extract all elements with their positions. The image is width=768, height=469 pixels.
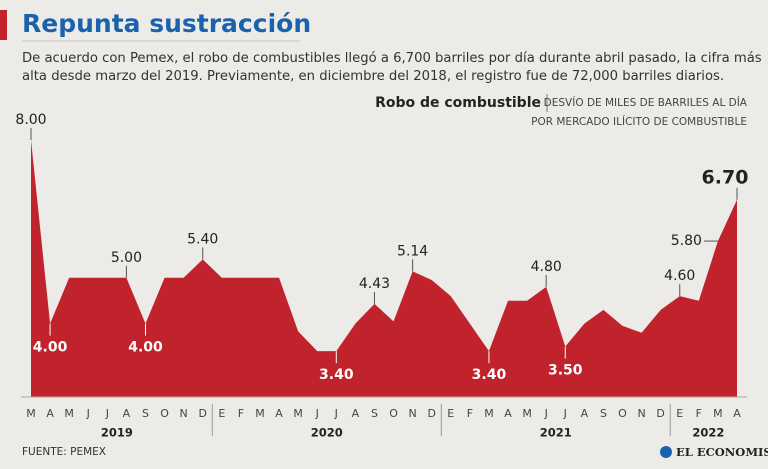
x-tick-label: N [180,407,188,420]
chart-title: Robo de combustible [375,95,541,111]
x-tick-label: M [255,407,265,420]
x-tick-label: J [86,407,90,420]
x-tick-label: E [447,407,454,420]
source: FUENTE: PEMEX [22,446,106,458]
x-tick-label: E [676,407,683,420]
value-label: 8.00 [15,112,46,128]
value-label: 4.43 [359,276,390,292]
x-tick-label: J [544,407,548,420]
year-label: 2021 [540,426,572,440]
year-label: 2019 [101,426,133,440]
x-tick-label: J [563,407,567,420]
x-tick-label: N [637,407,645,420]
value-label: 4.00 [33,340,68,356]
x-tick-label: A [581,407,589,420]
x-tick-label: J [315,407,319,420]
value-label: 3.40 [319,367,354,383]
x-tick-label: F [467,407,473,420]
x-tick-label: A [733,407,741,420]
page-title: Repunta sustracción [22,9,311,38]
x-tick-label: J [334,407,338,420]
logo-icon [660,446,672,458]
value-label: 4.80 [531,259,562,275]
x-tick-label: A [275,407,283,420]
x-tick-label: F [696,407,702,420]
x-tick-label: N [409,407,417,420]
x-tick-label: S [600,407,607,420]
subtitle: De acuerdo con Pemex, el robo de combust… [22,50,762,66]
x-tick-label: S [142,407,149,420]
value-label: 5.14 [397,243,428,259]
value-label: 4.00 [128,340,163,356]
unit-note: DESVÍO DE MILES DE BARRILES AL DÍA [544,96,748,109]
x-tick-label: M [484,407,494,420]
brand: EL ECONOMISTA [676,445,768,459]
x-tick-label: S [371,407,378,420]
x-tick-label: F [238,407,244,420]
year-label: 2022 [692,426,724,440]
x-tick-label: D [198,407,206,420]
x-tick-label: A [504,407,512,420]
x-tick-label: O [389,407,398,420]
unit-note: POR MERCADO ILÍCITO DE COMBUSTIBLE [531,115,747,128]
x-tick-label: M [26,407,36,420]
x-tick-label: M [522,407,532,420]
x-tick-label: A [352,407,360,420]
x-tick-label: D [427,407,435,420]
year-label: 2020 [311,426,343,440]
x-tick-label: A [46,407,54,420]
x-tick-label: A [123,407,131,420]
value-label: 4.60 [664,268,695,284]
x-tick-label: E [218,407,225,420]
value-label: 5.00 [111,250,142,266]
value-label: 3.40 [472,367,507,383]
area [31,140,737,397]
x-tick-label: D [656,407,664,420]
x-tick-label: J [105,407,109,420]
subtitle: alta desde marzo del 2019. Previamente, … [22,69,724,84]
value-label: 3.50 [548,363,583,379]
value-label: 5.40 [187,231,218,247]
title-accent [0,10,7,40]
x-tick-label: O [160,407,169,420]
value-label: 6.70 [702,166,749,188]
x-tick-label: M [293,407,303,420]
x-tick-label: M [64,407,74,420]
x-tick-label: M [713,407,723,420]
x-tick-label: O [618,407,627,420]
value-label: 5.80 [671,233,702,249]
